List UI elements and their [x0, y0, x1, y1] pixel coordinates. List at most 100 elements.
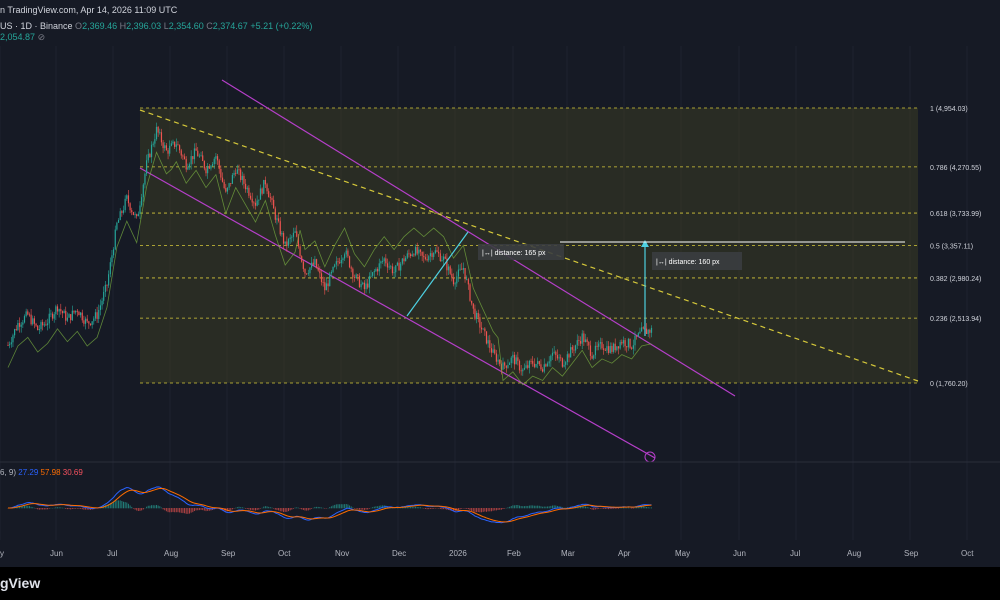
macd-hist-bar — [159, 506, 161, 509]
candle-body — [235, 172, 237, 174]
eye-off-icon[interactable]: ⊘ — [37, 32, 46, 42]
candle-body — [174, 141, 176, 147]
candle-body — [419, 249, 422, 252]
macd-hist-bar — [207, 508, 209, 511]
candle-body — [639, 331, 641, 334]
macd-hist-bar — [515, 505, 517, 509]
candle-body — [553, 351, 555, 353]
macd-hist-bar — [424, 508, 426, 509]
macd-hist-bar — [317, 506, 319, 509]
macd-hist-bar — [185, 508, 187, 514]
fib-level-label: 0.236 (2,513.94) — [930, 316, 981, 323]
candle-body — [631, 347, 633, 349]
macd-hist-bar — [420, 507, 421, 509]
macd-hist-bar — [642, 506, 644, 509]
close-value: 2,374.67 — [212, 21, 248, 31]
candle-body — [507, 365, 509, 368]
candle-body — [48, 313, 50, 324]
candle-body — [649, 329, 651, 333]
candle-body — [292, 232, 295, 237]
candle-body — [476, 312, 478, 319]
candle-body — [193, 148, 196, 160]
candle-body — [570, 347, 572, 358]
candle-body — [624, 340, 626, 347]
macd-hist-bar — [614, 508, 616, 509]
macd-hist-bar — [30, 506, 32, 509]
macd-hist-bar — [255, 508, 256, 511]
candle-body — [563, 364, 565, 367]
macd-hist-bar — [492, 508, 494, 511]
macd-hist-bar — [565, 507, 567, 509]
macd-hist-bar — [307, 508, 309, 511]
macd-hist-bar — [233, 508, 235, 509]
macd-hist-bar — [169, 508, 171, 513]
candle-body — [550, 355, 552, 362]
candle-body — [401, 258, 403, 264]
macd-hist-bar — [58, 507, 60, 509]
macd-hist-bar — [301, 508, 303, 510]
macd-hist-bar — [68, 508, 70, 510]
candle-body — [286, 241, 288, 246]
macd-hist-bar — [494, 508, 496, 511]
candle-body — [289, 237, 291, 240]
macd-hist-bar — [57, 507, 58, 509]
price-chart[interactable]: 1 (4,954.03) 0.786 (4,270.55) 0.618 (3,733… — [0, 0, 1000, 567]
candle-body — [70, 314, 72, 321]
candle-body — [172, 141, 174, 144]
candle-body — [245, 183, 247, 190]
macd-hist-bar — [165, 508, 167, 512]
x-tick-label: Nov — [335, 549, 349, 558]
macd-hist-bar — [410, 506, 412, 509]
candle-body — [370, 275, 372, 277]
macd-hist-bar — [537, 505, 539, 509]
macd-hist-bar — [636, 507, 638, 509]
macd-hist-bar — [586, 506, 588, 509]
candle-body — [216, 156, 219, 161]
candle-body — [431, 253, 433, 257]
candle-body — [462, 268, 464, 270]
candle-body — [428, 256, 430, 261]
macd-hist-bar — [367, 508, 369, 510]
macd-hist-bar — [332, 505, 334, 509]
macd-hist-bar — [512, 505, 514, 509]
macd-hist-bar — [22, 505, 24, 509]
change-value: +5.21 (+0.22%) — [250, 21, 313, 31]
macd-hist-bar — [279, 508, 281, 512]
macd-hist-bar — [312, 507, 314, 509]
macd-hist-bar — [583, 506, 585, 509]
candle-body — [210, 165, 212, 169]
macd-hist-bar — [552, 505, 553, 509]
macd-hist-bar — [538, 505, 540, 509]
candle-body — [353, 277, 356, 278]
candle-body — [386, 263, 389, 268]
candle-body — [58, 309, 60, 312]
candle-body — [17, 322, 19, 330]
x-tick-label: Mar — [561, 549, 575, 558]
annotation-box-1 — [478, 244, 564, 260]
candle-body — [373, 271, 375, 273]
candle-body — [347, 250, 349, 257]
macd-hist-bar — [304, 508, 306, 511]
macd-hist-bar — [421, 507, 423, 509]
brand-logo[interactable]: gView — [0, 575, 41, 591]
candle-body — [390, 266, 392, 268]
macd-hist-bar — [461, 508, 463, 509]
candle-body — [256, 200, 258, 206]
candle-body — [14, 329, 16, 336]
macd-hist-bar — [37, 508, 39, 510]
candle-body — [43, 324, 45, 326]
candle-body — [513, 354, 516, 365]
candle-body — [362, 282, 364, 285]
symbol-text[interactable]: US · 1D · Binance — [0, 21, 73, 31]
candle-body — [94, 312, 97, 319]
candle-body — [68, 314, 70, 318]
macd-hist-bar — [527, 505, 529, 509]
candle-body — [83, 320, 85, 324]
candle-body — [134, 214, 136, 215]
candle-body — [555, 351, 557, 356]
candle-body — [241, 175, 243, 181]
candle-body — [645, 328, 648, 335]
macd-hist-bar — [118, 500, 120, 509]
candle-body — [144, 173, 146, 185]
macd-hist-bar — [596, 508, 598, 510]
